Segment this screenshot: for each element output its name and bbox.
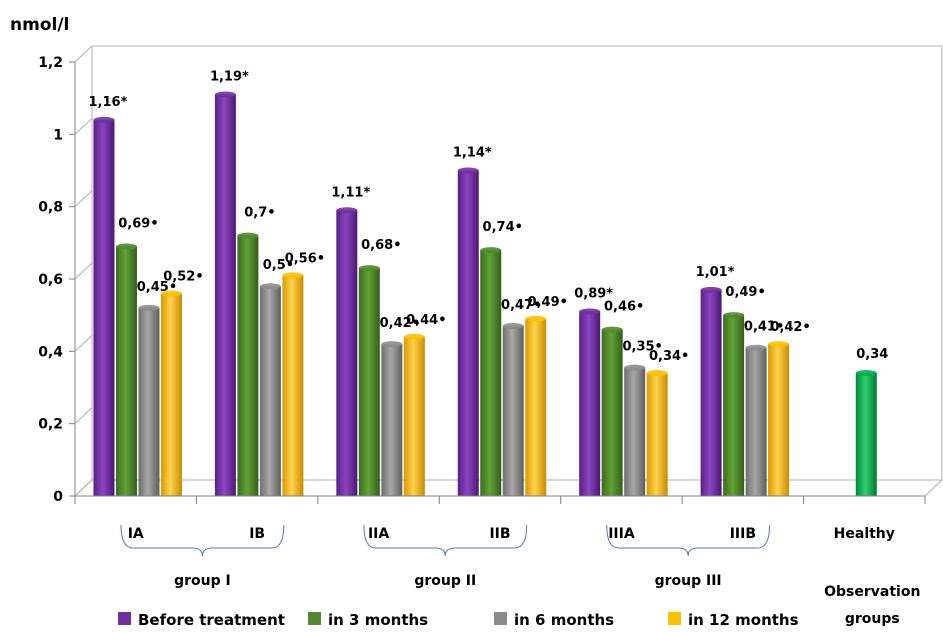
bar — [93, 116, 115, 496]
data-label: 0,52• — [163, 269, 203, 284]
data-label: 0,49• — [528, 295, 568, 310]
data-label: 0,89* — [574, 287, 613, 302]
bar — [282, 272, 304, 496]
category-groups: group I group II group III — [120, 524, 771, 589]
x-category-label: IIB — [489, 526, 510, 542]
data-label: 0,7• — [244, 206, 275, 221]
data-label: 0,68• — [361, 238, 401, 253]
legend-item: in 6 months — [494, 611, 614, 629]
y-tick-label: 0,2 — [38, 417, 63, 433]
bar — [624, 364, 646, 496]
x-axis: IA IB IIA IIB IIIA IIIB Healthy Observation grou… — [74, 495, 926, 627]
bar — [259, 283, 281, 496]
bar — [336, 207, 358, 497]
y-tick-label: 0,6 — [38, 272, 63, 288]
x-category-label: Healthy — [834, 526, 895, 542]
data-label: 0,34 — [856, 347, 888, 362]
y-axis: 0 0,2 0,4 0,6 0,8 1 1,2 — [38, 45, 93, 505]
data-label: 0,74• — [483, 220, 523, 235]
bar — [745, 344, 767, 496]
bar — [237, 232, 259, 496]
y-gridline-diagonal — [74, 262, 93, 280]
legend-swatch — [308, 612, 321, 625]
legend: Before treatment in 3 months in 6 months in… — [118, 611, 799, 629]
bar — [115, 243, 137, 496]
bar — [579, 308, 601, 496]
data-label: 0,49• — [725, 285, 765, 300]
x-axis-title-line: Observation — [824, 584, 920, 600]
data-label: 0,46• — [604, 300, 644, 315]
data-labels: 1,16* 0,69• 0,45•0,52• 1,19* 0,7• 0,5•0,56• 1,… — [89, 70, 889, 364]
bar — [855, 370, 877, 496]
group-brace — [120, 524, 285, 557]
legend-item: in 3 months — [308, 611, 428, 629]
bar — [646, 370, 668, 496]
legend-swatch — [494, 612, 507, 625]
x-category-label: IIIA — [608, 526, 635, 542]
bar — [700, 286, 722, 496]
data-label: 0,56• — [285, 251, 325, 266]
y-gridline-diagonal — [74, 117, 93, 135]
data-label: 1,14* — [453, 146, 492, 161]
data-label: 0,41• — [744, 320, 784, 335]
y-gridline-diagonal — [74, 334, 93, 352]
data-label: 1,16* — [89, 95, 128, 110]
y-tick-label: 0 — [53, 489, 63, 505]
bar — [457, 167, 479, 496]
bar — [723, 312, 745, 496]
group-label: group I — [174, 573, 231, 589]
bar — [381, 341, 403, 496]
bar — [525, 315, 547, 496]
data-label: 1,19* — [210, 70, 249, 85]
bar — [768, 341, 790, 496]
y-axis-unit: nmol/l — [10, 15, 69, 35]
y-tick-label: 0,8 — [38, 200, 63, 216]
data-label: 0,45• — [137, 280, 177, 295]
data-label: 0,44• — [406, 313, 446, 328]
bar — [138, 304, 160, 496]
legend-label: in 6 months — [514, 611, 614, 629]
x-category-label: IA — [128, 526, 144, 542]
x-axis-title-line: groups — [845, 611, 900, 627]
y-gridline-diagonal — [74, 407, 93, 425]
x-category-label: IB — [249, 526, 265, 542]
group-label: group II — [414, 573, 476, 589]
bars — [93, 91, 877, 497]
data-label: 0,69• — [118, 216, 158, 231]
data-label: 1,01* — [696, 265, 735, 280]
y-tick-label: 0,4 — [38, 344, 63, 360]
legend-label: Before treatment — [138, 611, 285, 629]
legend-label: in 3 months — [328, 611, 428, 629]
group-brace — [363, 524, 528, 557]
data-label: 0,42• — [380, 316, 420, 331]
bar — [214, 91, 236, 497]
group-brace — [606, 524, 771, 557]
bar — [358, 265, 380, 496]
legend-label: in 12 months — [688, 611, 799, 629]
legend-swatch — [118, 612, 131, 625]
bar — [403, 333, 425, 496]
data-label: 0,35• — [622, 340, 662, 355]
data-label: 1,11* — [331, 185, 370, 200]
x-category-label: IIA — [368, 526, 389, 542]
data-label: 0,5• — [263, 258, 294, 273]
bar — [601, 326, 623, 496]
legend-swatch — [668, 612, 681, 625]
bar — [160, 290, 182, 496]
legend-item: in 12 months — [668, 611, 799, 629]
bar — [502, 323, 524, 496]
data-label: 0,42• — [770, 320, 810, 335]
data-label: 0,34• — [649, 349, 689, 364]
legend-item: Before treatment — [118, 611, 285, 629]
bar — [480, 247, 502, 496]
group-label: group III — [655, 573, 722, 589]
data-label: 0,47• — [501, 298, 541, 313]
y-tick-label: 1,2 — [38, 55, 63, 71]
y-tick-label: 1 — [53, 127, 63, 143]
y-gridline-diagonal — [74, 190, 93, 208]
y-gridline-diagonal — [74, 479, 93, 497]
y-gridline-diagonal — [74, 45, 93, 63]
x-category-label: IIIB — [730, 526, 756, 542]
